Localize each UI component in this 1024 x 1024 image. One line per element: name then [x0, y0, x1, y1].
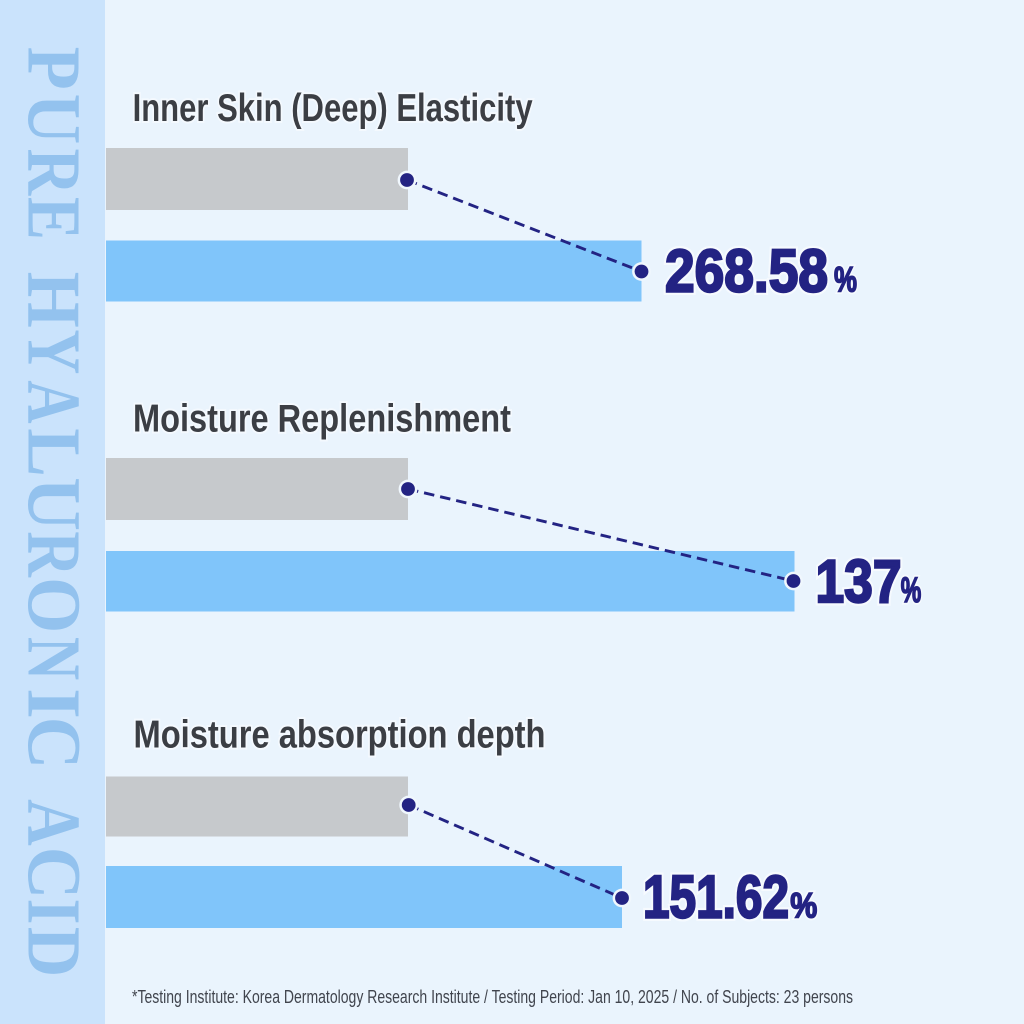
svg-text:A: A — [11, 799, 95, 846]
svg-text:137: 137 — [816, 548, 902, 615]
svg-text:%: % — [834, 261, 857, 300]
svg-text:Moisture Replenishment: Moisture Replenishment — [133, 398, 511, 441]
svg-text:C: C — [11, 717, 95, 770]
svg-text:R: R — [11, 531, 95, 578]
svg-text:137: 137 — [816, 548, 902, 615]
svg-text:N: N — [12, 637, 96, 680]
svg-text:O: O — [11, 577, 95, 633]
svg-text:%: % — [790, 886, 817, 925]
svg-text:H: H — [11, 272, 95, 328]
svg-text:Inner Skin (Deep) Elasticity: Inner Skin (Deep) Elasticity — [133, 87, 533, 130]
svg-text:268.58: 268.58 — [665, 238, 828, 305]
svg-text:E: E — [11, 197, 95, 240]
svg-text:%: % — [790, 886, 817, 925]
svg-text:Moisture absorption depth: Moisture absorption depth — [134, 713, 546, 756]
svg-text:Y: Y — [11, 329, 95, 374]
svg-text:%: % — [901, 571, 922, 610]
svg-text:Inner Skin (Deep) Elasticity: Inner Skin (Deep) Elasticity — [133, 87, 533, 130]
svg-text:I: I — [11, 898, 95, 924]
svg-text:P: P — [12, 47, 96, 90]
svg-text:A: A — [12, 380, 96, 423]
svg-text:151.62: 151.62 — [643, 863, 789, 930]
svg-text:%: % — [901, 571, 922, 610]
svg-text:C: C — [11, 847, 95, 900]
svg-text:D: D — [12, 927, 96, 977]
svg-text:151.62: 151.62 — [643, 863, 789, 930]
svg-text:Moisture absorption depth: Moisture absorption depth — [134, 713, 546, 756]
svg-text:%: % — [834, 261, 857, 300]
svg-text:268.58: 268.58 — [665, 238, 828, 305]
svg-text:I: I — [12, 688, 96, 719]
svg-text:R: R — [11, 148, 95, 196]
svg-text:*Testing Institute: Korea Derm: *Testing Institute: Korea Dermatology Re… — [132, 987, 853, 1007]
svg-text:L: L — [11, 428, 95, 477]
svg-text:Moisture Replenishment: Moisture Replenishment — [133, 398, 511, 441]
svg-text:U: U — [11, 477, 95, 531]
svg-text:U: U — [12, 94, 96, 144]
